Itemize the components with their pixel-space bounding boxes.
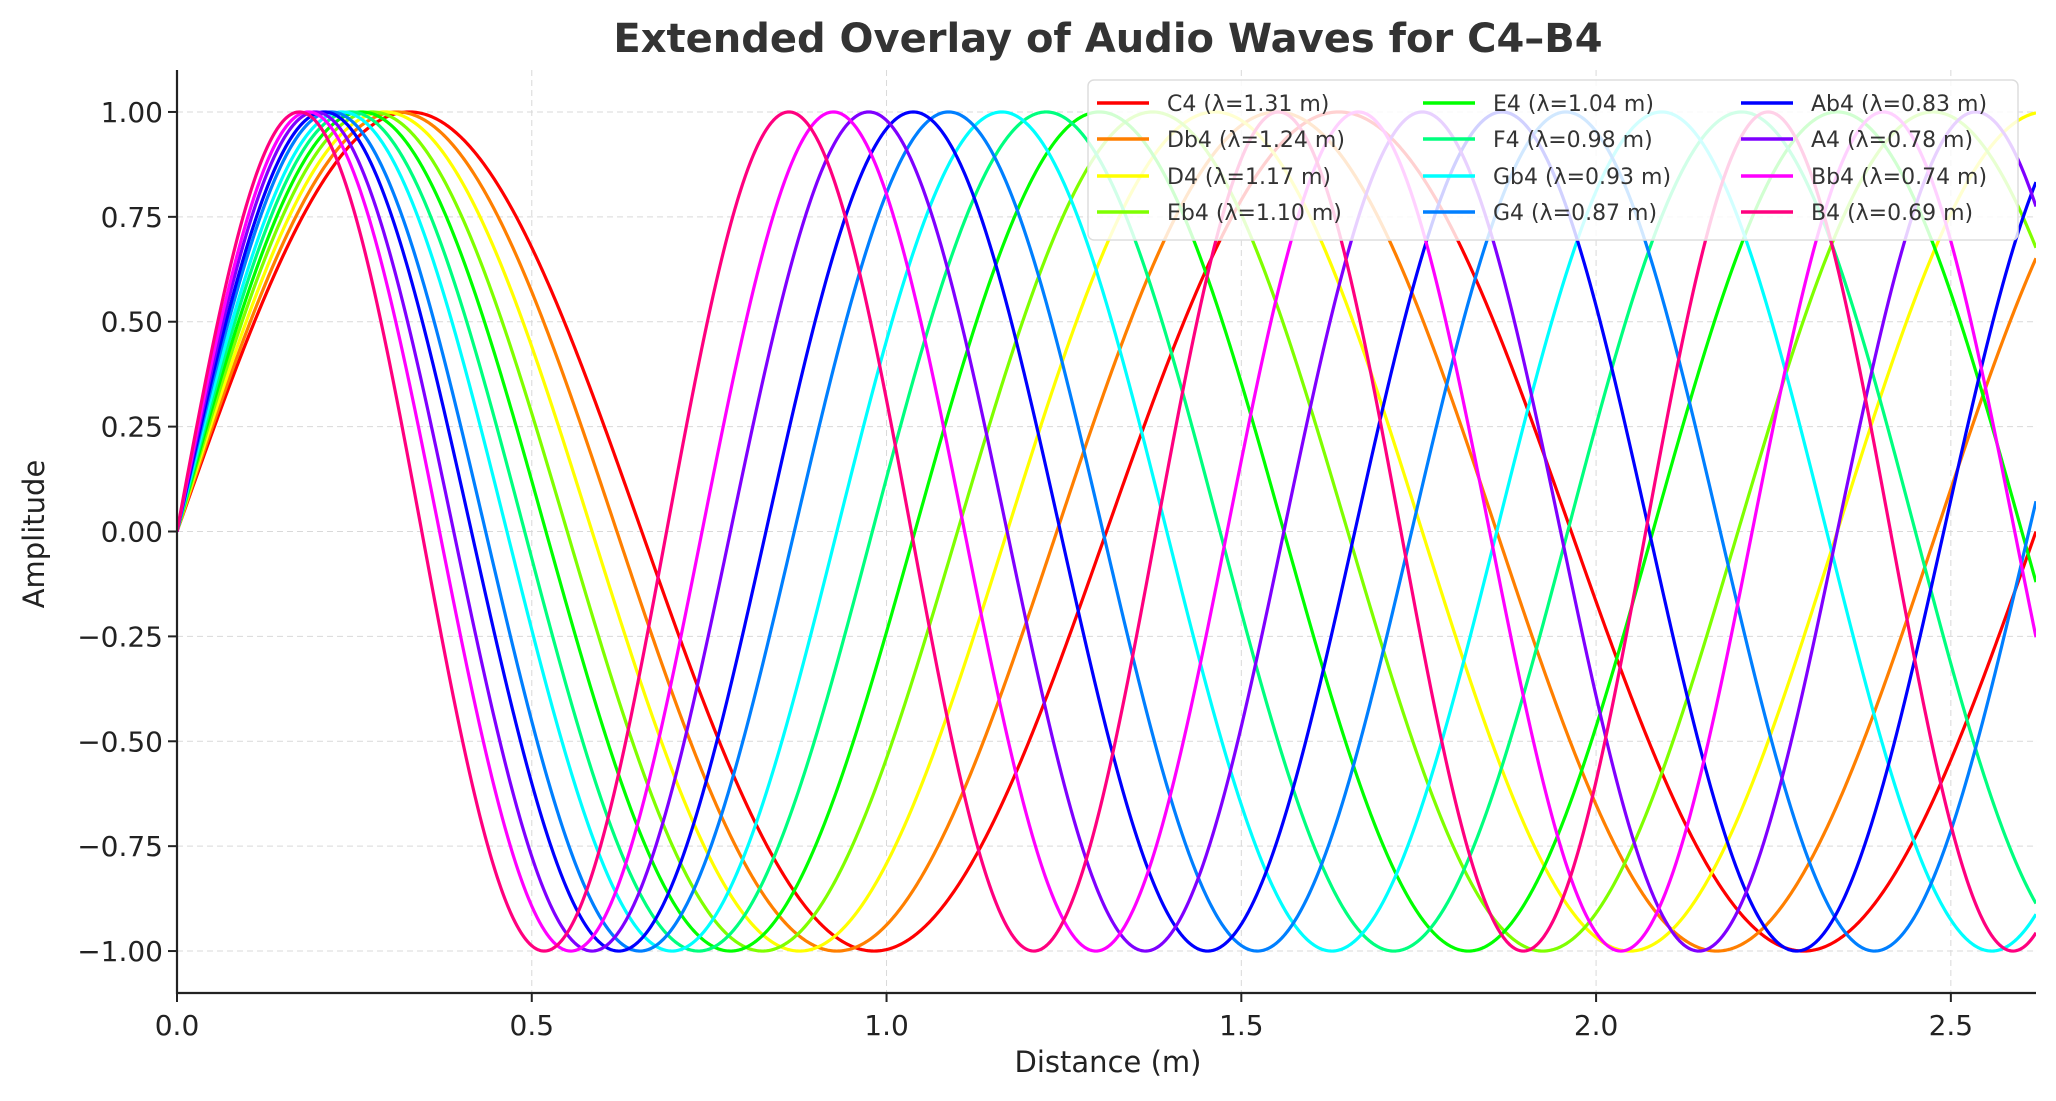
legend-item-Db4: Db4 (λ=1.24 m)	[1097, 128, 1345, 153]
series-line-Bb4	[177, 110, 2036, 953]
legend-item-C4: C4 (λ=1.31 m)	[1097, 92, 1329, 117]
legend-label: Gb4 (λ=0.93 m)	[1493, 165, 1671, 190]
legend-label: B4 (λ=0.69 m)	[1811, 201, 1973, 226]
legend-label: E4 (λ=1.04 m)	[1493, 92, 1654, 117]
legend-box	[1087, 79, 2019, 241]
x-tick-label: 2.0	[1574, 1009, 1619, 1042]
series-line-D4	[177, 110, 2036, 953]
y-tick-label: 0.25	[101, 411, 163, 444]
series-line-Db4	[177, 110, 2036, 953]
legend: C4 (λ=1.31 m) Db4 (λ=1.24 m) D4 (λ=1.17 m)…	[1087, 79, 2019, 241]
legend-item-Ab4: Ab4 (λ=0.83 m)	[1741, 92, 1987, 117]
y-tick-label: −1.00	[77, 935, 163, 968]
legend-label: Bb4 (λ=0.74 m)	[1811, 165, 1987, 190]
legend-item-F4: F4 (λ=0.98 m)	[1423, 128, 1653, 153]
legend-label: A4 (λ=0.78 m)	[1811, 128, 1973, 153]
x-tick-label: 1.5	[1219, 1009, 1264, 1042]
legend-item-G4: G4 (λ=0.87 m)	[1423, 201, 1657, 226]
series-line-Ab4	[177, 110, 2036, 953]
legend-item-Eb4: Eb4 (λ=1.10 m)	[1097, 201, 1342, 226]
series-line-G4	[177, 110, 2036, 953]
legend-item-B4: B4 (λ=0.69 m)	[1741, 201, 1973, 226]
y-tick-label: 1.00	[101, 96, 163, 129]
legend-item-D4: D4 (λ=1.17 m)	[1097, 165, 1331, 190]
x-axis-label: Distance (m)	[1015, 1045, 1202, 1079]
legend-item-Bb4: Bb4 (λ=0.74 m)	[1741, 165, 1987, 190]
axes: 0.0 0.5 1.0 1.5 2.0 2.5 1.00 0.75 0.50 0.25 0.00 −0…	[77, 70, 2036, 1042]
y-tick-label: 0.75	[101, 201, 163, 234]
series-layer	[177, 110, 2036, 953]
series-line-C4	[177, 110, 2036, 953]
legend-item-Gb4: Gb4 (λ=0.93 m)	[1423, 165, 1671, 190]
chart-title: Extended Overlay of Audio Waves for C4–B…	[613, 16, 1602, 62]
y-tick-label: 0.50	[101, 306, 163, 339]
legend-label: D4 (λ=1.17 m)	[1167, 165, 1331, 190]
legend-label: Eb4 (λ=1.10 m)	[1167, 201, 1342, 226]
legend-label: F4 (λ=0.98 m)	[1493, 128, 1653, 153]
y-tick-label: −0.50	[77, 725, 163, 758]
y-axis-label: Amplitude	[17, 460, 51, 609]
y-tick-label: 0.00	[101, 516, 163, 549]
x-tick-label: 0.5	[510, 1009, 555, 1042]
y-tick-label: −0.75	[77, 830, 163, 863]
legend-item-E4: E4 (λ=1.04 m)	[1423, 92, 1654, 117]
series-line-A4	[177, 110, 2036, 953]
legend-label: C4 (λ=1.31 m)	[1167, 92, 1329, 117]
legend-item-A4: A4 (λ=0.78 m)	[1741, 128, 1973, 153]
legend-label: Ab4 (λ=0.83 m)	[1811, 92, 1987, 117]
legend-label: Db4 (λ=1.24 m)	[1167, 128, 1345, 153]
legend-label: G4 (λ=0.87 m)	[1493, 201, 1657, 226]
x-tick-label: 1.0	[864, 1009, 909, 1042]
y-tick-label: −0.25	[77, 620, 163, 653]
x-tick-label: 0.0	[155, 1009, 200, 1042]
x-tick-label: 2.5	[1929, 1009, 1974, 1042]
